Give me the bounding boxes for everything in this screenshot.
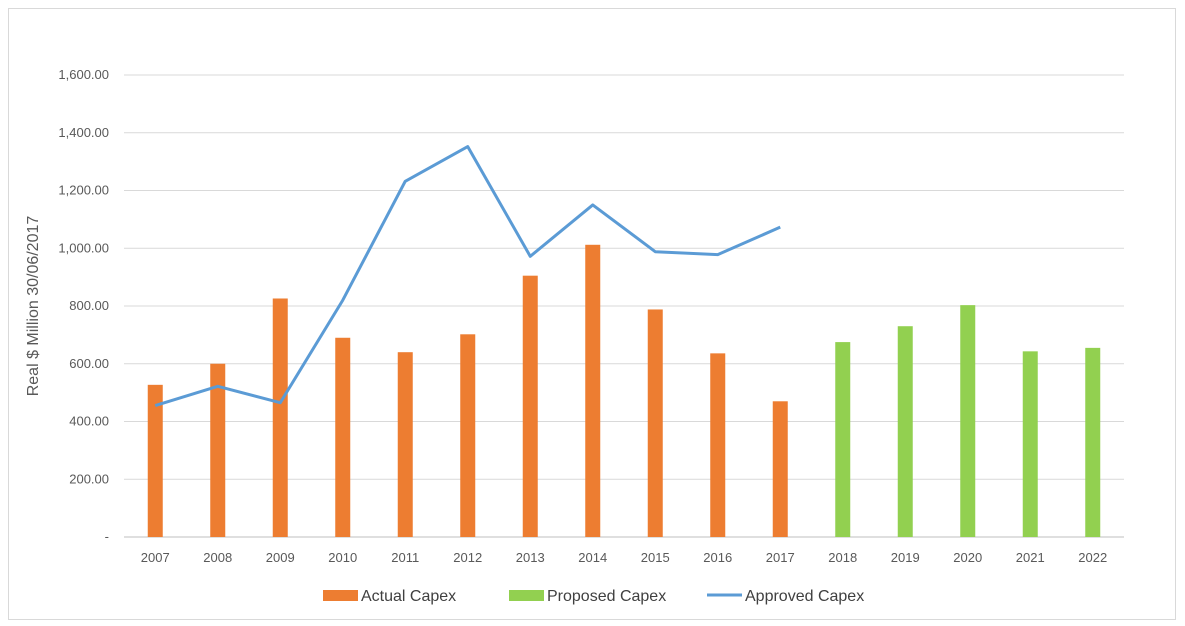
y-tick-label: 1,200.00	[58, 183, 109, 198]
bar-actual-capex-2011	[397, 352, 413, 537]
x-tick-label: 2011	[391, 550, 419, 565]
bar-proposed-capex-2022	[1085, 347, 1101, 537]
x-tick-label: 2008	[203, 550, 232, 565]
bar-actual-capex-2013	[522, 275, 538, 537]
bar-actual-capex-2015	[647, 309, 663, 537]
capex-chart: - 200.00 400.00 600.00 800.00 1,000.00 1,200.0…	[25, 67, 1124, 605]
bar-actual-capex-2009	[272, 298, 288, 537]
y-axis-tick-labels: - 200.00 400.00 600.00 800.00 1,000.00 1,200.0…	[58, 67, 109, 544]
bar-actual-capex-2017	[772, 401, 788, 537]
legend-label-approved-capex: Approved Capex	[745, 588, 864, 605]
chart-frame: - 200.00 400.00 600.00 800.00 1,000.00 1,200.0…	[8, 8, 1176, 620]
legend: Actual Capex Proposed Capex Approved Capex	[323, 588, 864, 605]
y-tick-label: 1,400.00	[58, 125, 109, 140]
legend-swatch-actual-capex	[323, 590, 358, 601]
x-tick-label: 2014	[578, 550, 607, 565]
line-approved-capex	[154, 145, 781, 408]
bar-actual-capex-2007	[147, 384, 163, 537]
bars	[147, 244, 1101, 537]
y-tick-label: 400.00	[69, 414, 109, 429]
x-tick-label: 2021	[1016, 550, 1045, 565]
x-tick-label: 2016	[703, 550, 732, 565]
y-axis-title: Real $ Million 30/06/2017	[25, 216, 42, 397]
legend-swatch-proposed-capex	[509, 590, 544, 601]
x-tick-label: 2019	[891, 550, 920, 565]
x-tick-label: 2010	[328, 550, 357, 565]
line-series	[154, 145, 781, 408]
bar-actual-capex-2010	[335, 337, 351, 537]
gridlines	[124, 74, 1124, 538]
y-tick-label: -	[105, 529, 109, 544]
x-tick-label: 2013	[516, 550, 545, 565]
y-tick-label: 600.00	[69, 356, 109, 371]
bar-actual-capex-2014	[585, 244, 601, 537]
x-tick-label: 2017	[766, 550, 795, 565]
x-tick-label: 2012	[453, 550, 482, 565]
bar-actual-capex-2008	[210, 363, 226, 537]
x-tick-label: 2020	[953, 550, 982, 565]
legend-label-proposed-capex: Proposed Capex	[547, 588, 666, 605]
bar-proposed-capex-2018	[835, 342, 851, 537]
x-tick-label: 2007	[141, 550, 170, 565]
y-tick-label: 1,000.00	[58, 240, 109, 255]
y-tick-label: 1,600.00	[58, 67, 109, 82]
x-tick-label: 2015	[641, 550, 670, 565]
bar-proposed-capex-2019	[897, 326, 913, 537]
bar-proposed-capex-2021	[1022, 351, 1038, 537]
y-tick-label: 200.00	[69, 471, 109, 486]
y-tick-label: 800.00	[69, 298, 109, 313]
x-tick-label: 2018	[828, 550, 857, 565]
x-axis-tick-labels: 2007 2008 2009 2010 2011 2012 2013 2014 2015 2016…	[141, 550, 1107, 565]
legend-label-actual-capex: Actual Capex	[361, 588, 456, 605]
bar-proposed-capex-2020	[960, 305, 976, 537]
bar-actual-capex-2012	[460, 334, 476, 537]
x-tick-label: 2022	[1078, 550, 1107, 565]
x-tick-label: 2009	[266, 550, 295, 565]
bar-actual-capex-2016	[710, 353, 726, 537]
